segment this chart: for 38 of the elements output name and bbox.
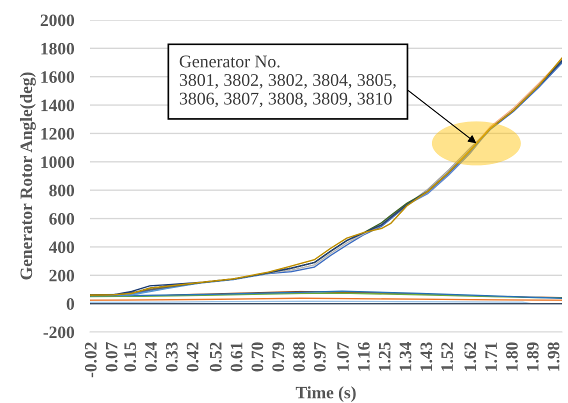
y-tick-label: 600: [49, 213, 74, 225]
x-tick-label: 1.62: [464, 342, 476, 371]
x-tick-label: 0.79: [272, 342, 284, 372]
y-tick-label: 1600: [41, 71, 74, 83]
x-tick-label: 0.15: [124, 342, 136, 372]
x-tick-label: 0.24: [145, 342, 157, 372]
x-tick-label: 0.70: [252, 342, 264, 372]
x-tick-label: 1.16: [358, 342, 370, 371]
x-tick-label: 0.97: [314, 342, 326, 372]
y-tick-label: 1800: [41, 42, 74, 55]
x-tick-label: 0.52: [210, 342, 222, 372]
y-tick-label: 800: [49, 184, 74, 196]
x-tick-label: 0.33: [166, 342, 178, 372]
y-axis-title: Generator Rotor Angle(deg): [20, 72, 36, 280]
x-tick-label: 1.71: [485, 342, 498, 371]
x-tick-label: 0.42: [186, 342, 199, 372]
x-tick-label: 0.61: [230, 342, 242, 372]
y-tick-label: 1200: [41, 128, 74, 140]
x-tick-label: 1.25: [378, 342, 391, 371]
annotation: Generator No. 3801, 3802, 3802, 3804, 3805, 3806, 3807, 3808, 3809, 3810: [180, 56, 396, 108]
x-tick-label: 0.88: [293, 342, 305, 372]
y-tick-label: 200: [49, 270, 74, 282]
x-tick-label: 1.52: [441, 342, 454, 371]
x-tick-label: -0.02: [84, 342, 97, 378]
y-tick-label: 2000: [40, 14, 74, 26]
y-tick-label: -200: [44, 326, 74, 338]
y-tick-label: 400: [48, 241, 74, 254]
x-tick-label: 0.07: [106, 342, 118, 372]
y-tick-label: 1400: [41, 100, 74, 112]
x-tick-label: 1.98: [548, 342, 560, 371]
x-tick-label: 1.80: [506, 342, 518, 371]
x-axis-title: Time (s): [296, 386, 356, 402]
x-tick-label: 1.43: [420, 342, 432, 371]
y-tick-label: 0: [66, 298, 74, 310]
x-tick-label: 1.34: [400, 342, 412, 371]
y-tick-label: 1000: [41, 156, 74, 168]
x-tick-label: 1.07: [337, 342, 349, 371]
x-tick-label: 1.89: [526, 342, 539, 371]
